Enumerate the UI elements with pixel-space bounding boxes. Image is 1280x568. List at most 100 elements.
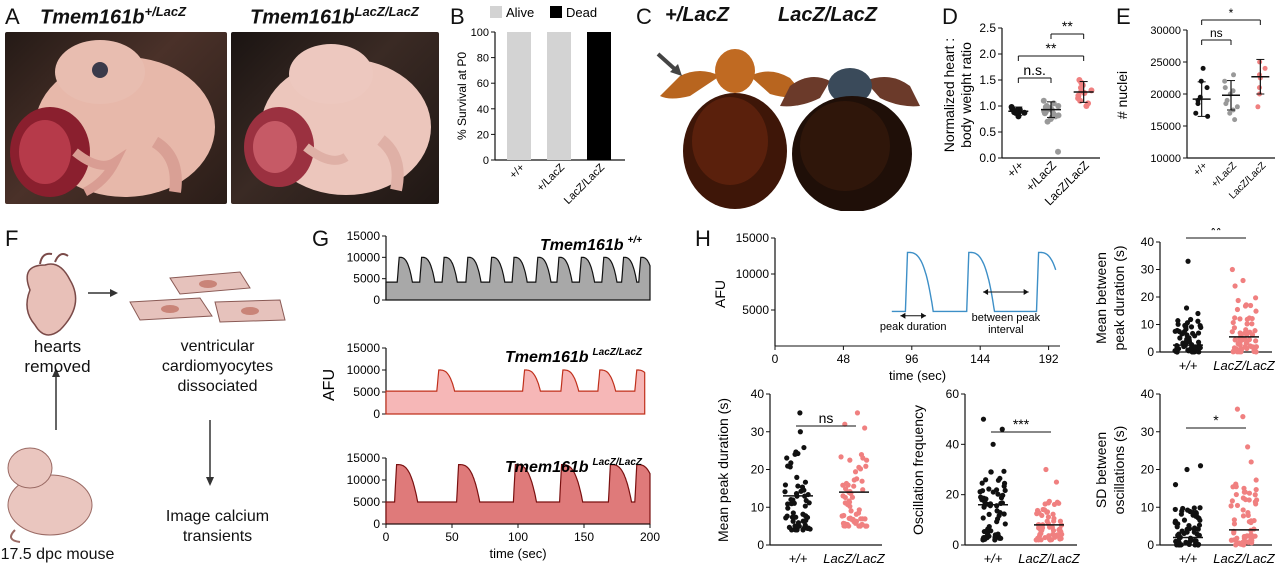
y-tick-label: 0.0 xyxy=(979,151,996,165)
x-tick-label: 0 xyxy=(772,352,779,366)
data-point xyxy=(979,480,985,486)
data-point xyxy=(1240,414,1246,420)
data-point xyxy=(1244,340,1250,346)
y-tick-label: 20 xyxy=(1141,290,1155,304)
trace-area xyxy=(385,369,646,415)
y-tick-label: 1.5 xyxy=(979,73,996,87)
data-point xyxy=(795,483,801,489)
data-point xyxy=(804,525,811,531)
x-tick-label: 50 xyxy=(445,530,459,544)
y-tick-label: 80 xyxy=(477,53,489,65)
data-point xyxy=(1008,104,1015,111)
data-point xyxy=(784,513,790,519)
data-point xyxy=(1191,529,1197,535)
data-point xyxy=(1180,505,1186,512)
x-axis-label: time (sec) xyxy=(489,546,546,561)
x-tick-label: 144 xyxy=(970,352,990,366)
calcium-trace-line xyxy=(891,251,1057,313)
y-tick-label: 10 xyxy=(1141,318,1155,332)
x-tick-label: 100 xyxy=(508,530,528,544)
data-point xyxy=(785,505,791,511)
data-point xyxy=(1231,325,1238,331)
data-point xyxy=(1195,526,1201,532)
data-point xyxy=(996,512,1002,519)
data-point xyxy=(1049,537,1055,543)
data-point xyxy=(1229,329,1235,335)
data-point xyxy=(1172,520,1178,526)
y-tick-label: 5000 xyxy=(353,272,380,286)
chart-d-heart-ratio: 0.00.51.01.52.02.5+/++/LacZLacZ/LacZn.s.… xyxy=(941,18,1100,208)
y-tick-label: 60 xyxy=(946,387,960,401)
data-point xyxy=(1183,324,1189,331)
data-point xyxy=(856,507,862,513)
data-point xyxy=(999,426,1005,432)
data-point xyxy=(1234,104,1240,110)
data-point xyxy=(785,463,791,469)
data-point xyxy=(1204,85,1210,91)
data-point xyxy=(1249,332,1256,338)
data-point xyxy=(1186,526,1193,532)
data-point xyxy=(858,516,864,522)
y-tick-label: 5000 xyxy=(353,495,380,509)
data-point xyxy=(1001,483,1007,489)
data-point xyxy=(1253,344,1260,350)
arrow-up-icon xyxy=(52,368,60,430)
arrow-head xyxy=(900,312,906,319)
data-point xyxy=(1040,97,1047,104)
data-point xyxy=(1253,477,1259,483)
data-point xyxy=(845,482,851,488)
data-point xyxy=(1231,530,1237,536)
panel-label-h: H xyxy=(695,226,711,251)
sig-label: ns xyxy=(819,410,834,426)
mouse-embryo-icon xyxy=(7,447,93,543)
data-point xyxy=(1051,515,1057,522)
y-tick-label: 30000 xyxy=(1150,25,1181,37)
data-point xyxy=(994,519,1000,525)
heart-icon xyxy=(26,252,77,336)
data-point xyxy=(1001,468,1007,474)
data-point xyxy=(840,520,847,526)
data-point xyxy=(1055,103,1062,109)
data-point xyxy=(802,503,808,509)
data-point xyxy=(981,504,987,510)
data-point xyxy=(1198,324,1204,331)
x-tick-label: +/+ xyxy=(507,162,527,182)
data-point xyxy=(846,499,853,505)
y-tick-label: 5000 xyxy=(742,303,769,317)
data-point xyxy=(983,477,989,483)
data-point xyxy=(1240,277,1246,284)
data-point xyxy=(1050,511,1056,517)
data-point xyxy=(1185,507,1191,513)
data-point xyxy=(1172,506,1178,513)
data-point xyxy=(782,489,788,495)
data-point xyxy=(1233,481,1239,487)
data-point xyxy=(801,444,807,451)
data-point xyxy=(1190,330,1196,337)
data-point xyxy=(1053,479,1060,485)
y-axis-label: AFU xyxy=(712,280,728,308)
data-point xyxy=(1233,491,1239,498)
data-point xyxy=(1055,148,1062,155)
data-point xyxy=(1055,112,1062,119)
y-tick-label: 10000 xyxy=(1150,153,1181,165)
data-point xyxy=(1188,324,1195,330)
y-tick-label: 0 xyxy=(373,517,380,531)
data-point xyxy=(797,429,803,435)
step-transients: transients xyxy=(182,528,253,545)
y-tick-label: 2.0 xyxy=(979,47,996,61)
y-tick-label: 20 xyxy=(477,129,489,141)
data-point xyxy=(1231,517,1237,523)
panel-label-a: A xyxy=(5,4,20,29)
data-point xyxy=(842,500,848,506)
x-tick-label: 48 xyxy=(837,352,851,366)
data-point xyxy=(1240,507,1246,513)
legend-swatch-alive xyxy=(490,6,502,18)
data-point xyxy=(997,535,1003,541)
data-point xyxy=(1242,489,1248,495)
y-tick-label: 10000 xyxy=(736,267,770,281)
data-point xyxy=(1185,258,1191,264)
data-point xyxy=(995,477,1002,483)
data-point xyxy=(1185,347,1191,353)
y-tick-label: 0.5 xyxy=(979,125,996,139)
